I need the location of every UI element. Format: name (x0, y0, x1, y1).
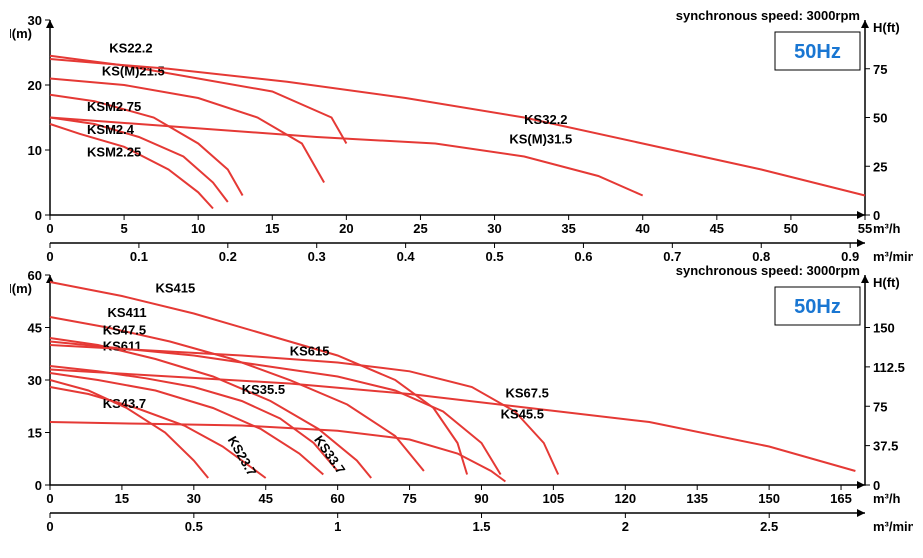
x-bottom-tick-label: 0.4 (397, 249, 416, 264)
chart-1-container: synchronous speed: 3000rpm 50Hz 0 10 20 30 H(m… (10, 10, 913, 265)
speed-label: synchronous speed: 3000rpm (676, 10, 860, 23)
y-right-tick-label: 112.5 (873, 360, 905, 375)
curve-label-KS32.2: KS32.2 (524, 112, 567, 127)
x-top-arrow (857, 211, 865, 219)
x-top-tick-label: 165 (830, 491, 852, 506)
y-left-tick-label: 0 (35, 478, 42, 493)
y-left-tick-label: 45 (28, 321, 42, 336)
pump-curve-chart-1: synchronous speed: 3000rpm 50Hz 0 10 20 30 H(m… (10, 10, 913, 265)
x-top-tick-label: 20 (339, 221, 353, 236)
hz-label: 50Hz (794, 296, 841, 318)
y-right-tick-label: 25 (873, 159, 887, 174)
x-bottom-tick-label: 0 (46, 519, 53, 534)
x-top-tick-label: 135 (686, 491, 708, 506)
x-top-tick-label: 45 (710, 221, 724, 236)
curve-KS23.7 (50, 380, 208, 478)
y-right-tick-label: 50 (873, 111, 887, 126)
x-bottom-tick-label: 0.1 (130, 249, 148, 264)
y-left-tick-label: 20 (28, 78, 42, 93)
curve-label-KS411: KS411 (108, 305, 147, 320)
y-right-axis-label: H(ft) (873, 275, 900, 290)
x-bottom-tick-label: 2 (622, 519, 629, 534)
x-top-tick-label: 40 (635, 221, 649, 236)
x-bottom-tick-label: 1.5 (472, 519, 490, 534)
y-right-tick-label: 75 (873, 399, 887, 414)
curve-KSM2.4 (50, 118, 228, 203)
curve-label-KS45.5: KS45.5 (501, 407, 544, 422)
x-top-axis-label: m³/h (873, 491, 901, 506)
curve-label-KSM2.25: KSM2.25 (87, 145, 141, 160)
x-top-tick-label: 25 (413, 221, 427, 236)
y-left-tick-label: 0 (35, 208, 42, 223)
y-right-axis-label: H(ft) (873, 20, 900, 35)
x-bottom-tick-label: 1 (334, 519, 341, 534)
axis-frame (50, 20, 865, 215)
curve-label-KS(M)31.5: KS(M)31.5 (509, 132, 572, 147)
y-right-arrow (861, 20, 869, 28)
x-bottom-tick-label: 2.5 (760, 519, 778, 534)
x-top-tick-label: 150 (758, 491, 780, 506)
y-left-tick-label: 30 (28, 373, 42, 388)
x-bottom-tick-label: 0.7 (663, 249, 681, 264)
x-bottom-tick-label: 0.3 (308, 249, 326, 264)
curve-label-KS67.5: KS67.5 (505, 386, 548, 401)
x-top-tick-label: 0 (46, 221, 53, 236)
y-right-tick-label: 37.5 (873, 439, 898, 454)
curve-label-KSM2.75: KSM2.75 (87, 99, 141, 114)
x-top-tick-label: 35 (561, 221, 575, 236)
x-bottom-tick-label: 0.2 (219, 249, 237, 264)
y-right-tick-label: 150 (873, 321, 895, 336)
x-top-tick-label: 10 (191, 221, 205, 236)
x-top-tick-label: 75 (402, 491, 416, 506)
x-bottom-tick-label: 0.6 (574, 249, 592, 264)
x-bottom-tick-label: 0.9 (841, 249, 859, 264)
curve-label-KS35.5: KS35.5 (242, 382, 285, 397)
x-top-tick-label: 45 (259, 491, 273, 506)
x-bottom-arrow (857, 239, 865, 247)
x-top-tick-label: 30 (187, 491, 201, 506)
curve-label-KS611: KS611 (103, 338, 142, 353)
x-top-tick-label: 50 (784, 221, 798, 236)
x-bottom-axis-label: m³/min (873, 249, 913, 264)
x-top-tick-label: 120 (614, 491, 636, 506)
curve-label-KS415: KS415 (155, 281, 195, 296)
y-left-arrow (46, 20, 54, 28)
y-left-tick-label: 15 (28, 426, 42, 441)
curve-KS43.7 (50, 387, 266, 478)
x-bottom-tick-label: 0.5 (485, 249, 503, 264)
curve-label-KS47.5: KS47.5 (103, 323, 146, 338)
curve-label-KS43.7: KS43.7 (103, 396, 146, 411)
curve-label-KS22.2: KS22.2 (109, 41, 152, 56)
x-top-tick-label: 0 (46, 491, 53, 506)
speed-label: synchronous speed: 3000rpm (676, 265, 860, 278)
x-top-tick-label: 105 (543, 491, 565, 506)
y-left-tick-label: 10 (28, 143, 42, 158)
x-bottom-tick-label: 0.5 (185, 519, 203, 534)
chart-2-container: synchronous speed: 3000rpm 50Hz 0 15 30 45 60 H… (10, 265, 913, 540)
x-bottom-axis-label: m³/min (873, 519, 913, 534)
curve-label-KS23.7: KS23.7 (225, 434, 260, 479)
curve-KSM2.75 (50, 95, 243, 196)
x-top-tick-label: 30 (487, 221, 501, 236)
x-top-tick-label: 55 (858, 221, 872, 236)
pump-curve-chart-2: synchronous speed: 3000rpm 50Hz 0 15 30 45 60 H… (10, 265, 913, 540)
hz-label: 50Hz (794, 41, 841, 63)
x-top-tick-label: 15 (265, 221, 279, 236)
y-left-axis-label: H(m) (10, 26, 32, 41)
x-top-tick-label: 60 (330, 491, 344, 506)
x-bottom-tick-label: 0.8 (752, 249, 770, 264)
x-top-axis-label: m³/h (873, 221, 901, 236)
curve-label-KS615: KS615 (290, 344, 330, 359)
x-bottom-tick-label: 0 (46, 249, 53, 264)
x-bottom-arrow (857, 509, 865, 517)
y-left-axis-label: H(m) (10, 281, 32, 296)
x-top-tick-label: 5 (120, 221, 127, 236)
y-right-arrow (861, 275, 869, 283)
x-top-tick-label: 90 (474, 491, 488, 506)
x-top-arrow (857, 481, 865, 489)
x-top-tick-label: 15 (115, 491, 129, 506)
curve-KS33.7 (50, 422, 505, 482)
y-right-tick-label: 75 (873, 62, 887, 77)
